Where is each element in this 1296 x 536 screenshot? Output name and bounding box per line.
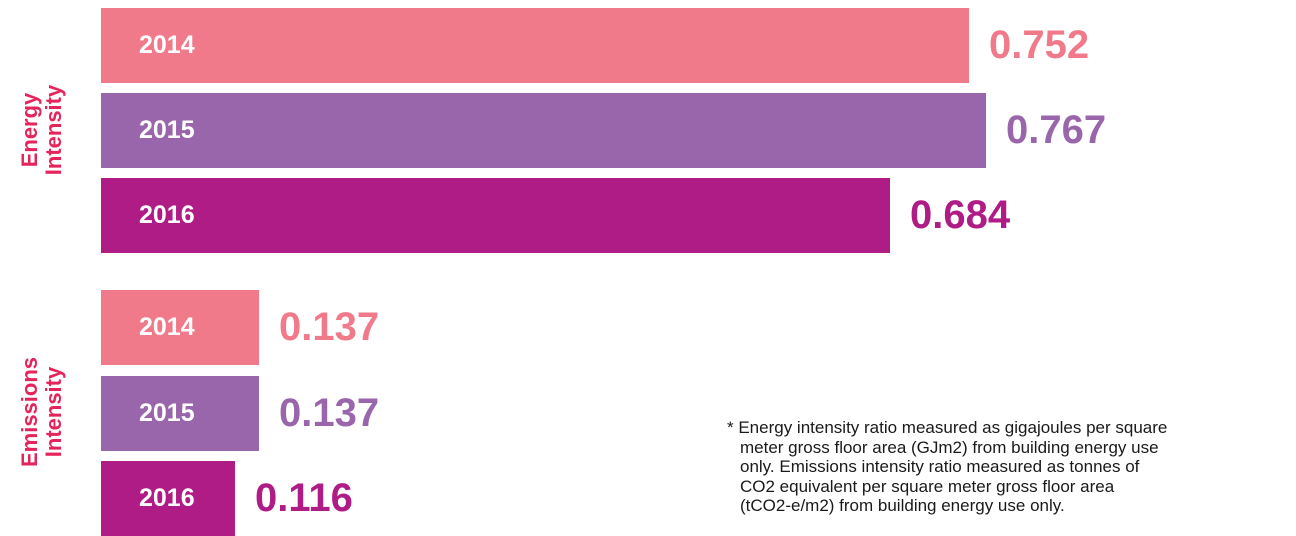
footnote: * Energy intensity ratio measured as gig… [727,418,1267,516]
bar-category-label: 2016 [139,201,195,229]
footnote-line-5: (tCO2-e/m2) from building energy use onl… [740,496,1065,515]
bar-category-label: 2016 [139,484,195,512]
footnote-line-2: meter gross floor area (GJm2) from build… [740,437,1159,457]
bar-energy-2014: 2014 [101,8,969,83]
bar-emissions-2015: 2015 [101,376,259,451]
bar-value-label-emissions-2014: 0.137 [279,305,380,349]
bar-category-label: 2014 [139,31,195,59]
bar-energy-2016: 2016 [101,178,890,253]
bar-category-label: 2015 [139,116,195,144]
bar-value-label-emissions-2016: 0.116 [255,476,353,520]
bar-energy-2015: 2015 [101,93,986,168]
bar-value-label-energy-2016: 0.684 [910,193,1011,237]
bar-emissions-2014: 2014 [101,290,259,365]
footnote-line-3: only. Emissions intensity ratio measured… [740,457,1140,476]
footnote-line-4: CO2 equivalent per square meter gross fl… [740,476,1115,496]
bar-category-label: 2015 [139,399,195,427]
footnote-line-1: * Energy intensity ratio measured as gig… [727,418,1168,437]
bar-value-label-energy-2014: 0.752 [989,23,1090,67]
bar-value-label-energy-2015: 0.767 [1006,108,1107,152]
group-label-emissions-intensity: Emissions Intensity [17,356,66,468]
bar-category-label: 2014 [139,313,195,341]
bar-emissions-2016: 2016 [101,461,235,536]
bar-value-label-emissions-2015: 0.137 [279,391,380,435]
group-label-energy-intensity: Energy Intensity [17,84,66,176]
